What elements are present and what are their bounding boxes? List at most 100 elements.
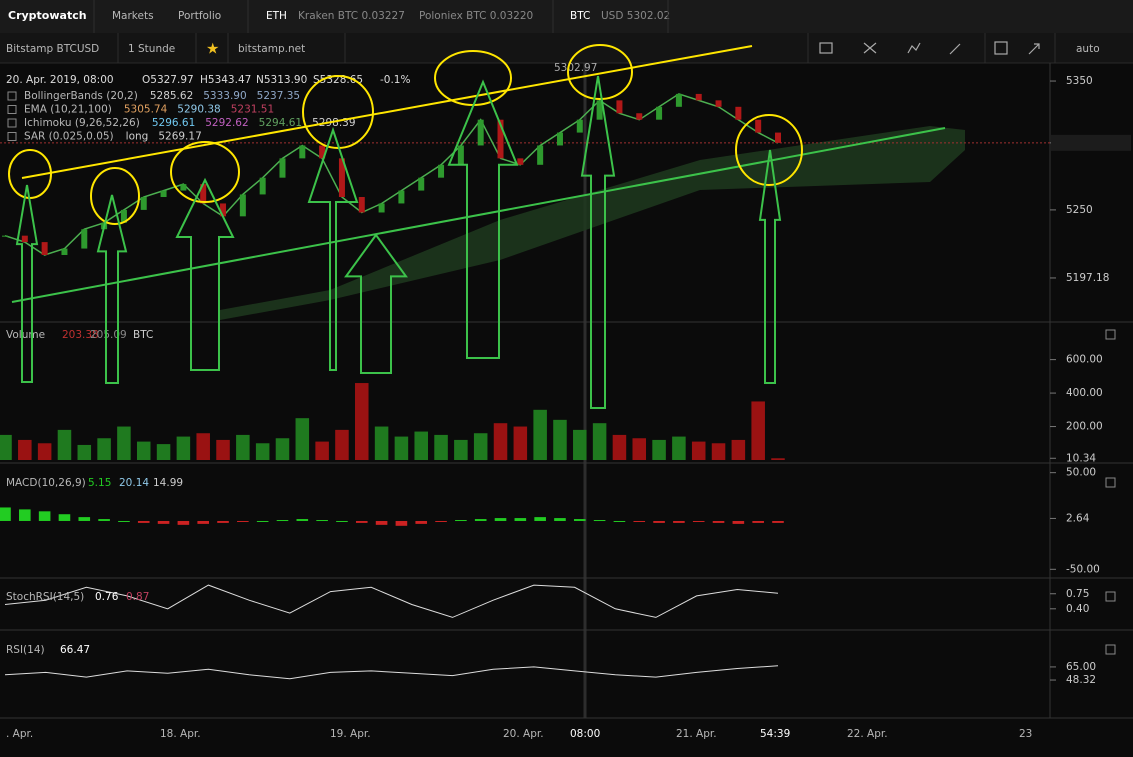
macd-bar <box>375 520 388 525</box>
macd-bar <box>58 514 71 521</box>
volume-bar <box>18 439 32 460</box>
close-button[interactable] <box>1105 477 1116 488</box>
ohlc-date: 20. Apr. 2019, 08:00 <box>6 74 114 86</box>
ohlc-value: O5327.97 <box>142 74 194 86</box>
macd-bar <box>19 509 31 521</box>
stochrsi-line <box>4 584 779 618</box>
legend-value: 203.38 <box>62 329 99 341</box>
macd-bar <box>0 507 11 521</box>
candle <box>517 158 524 165</box>
volume-bar <box>493 423 508 460</box>
last-price-tag <box>1051 134 1131 151</box>
macd-bar <box>217 520 229 523</box>
trend-line <box>21 45 753 179</box>
volume-bar <box>414 431 428 460</box>
candle <box>220 203 227 217</box>
volume-bar <box>771 458 785 460</box>
indicator-toggle[interactable] <box>7 91 17 101</box>
highlight-circle <box>567 44 633 100</box>
macd-bar <box>296 519 309 521</box>
candle <box>140 197 147 210</box>
macd-bar <box>772 520 784 523</box>
chart-type-icon[interactable] <box>819 42 833 54</box>
ticker-quote[interactable]: USD 5302.02 <box>601 10 670 22</box>
macd-bar <box>494 518 507 521</box>
indicator-toggle[interactable] <box>7 105 17 114</box>
x-tick-label: . Apr. <box>6 728 33 740</box>
y-tick-label: 600.00 <box>1066 354 1103 366</box>
macd-bar <box>98 519 110 521</box>
macd-bar <box>256 520 269 522</box>
volume-bar <box>731 439 746 460</box>
arrow <box>307 126 359 371</box>
tools-icon[interactable] <box>863 42 877 54</box>
y-tick-label: -50.00 <box>1066 563 1100 575</box>
source-link[interactable]: bitstamp.net <box>238 43 305 55</box>
x-tick-label: 18. Apr. <box>160 728 201 740</box>
high-label: 5302.97 <box>554 62 597 74</box>
candle <box>497 119 504 159</box>
volume-bar <box>573 429 587 460</box>
close-button[interactable] <box>1105 591 1116 602</box>
legend-value: 5.15 <box>88 477 111 489</box>
interval-select[interactable]: 1 Stunde <box>128 43 175 55</box>
rsi-line <box>4 665 779 680</box>
brand[interactable]: Cryptowatch <box>8 9 87 22</box>
close-button[interactable] <box>1105 329 1116 340</box>
screenshot-icon[interactable] <box>994 41 1008 55</box>
fullscreen-icon[interactable] <box>1028 43 1040 55</box>
volume-bar <box>315 441 329 460</box>
x-tick-label: 19. Apr. <box>330 728 371 740</box>
macd-bar <box>712 520 725 523</box>
macd-bar <box>316 520 328 522</box>
x-tick-label: 20. Apr. <box>503 728 544 740</box>
indicator-value: 5305.74 <box>124 104 168 116</box>
ticker-asset[interactable]: BTC <box>570 10 590 22</box>
x-tick-label: 21. Apr. <box>676 728 717 740</box>
macd-bar <box>415 520 428 524</box>
indicator-icon[interactable] <box>907 42 921 54</box>
ohlc-value: S5328.65 <box>313 74 363 86</box>
y-tick-label: 10.34 <box>1066 452 1096 464</box>
volume-bar <box>255 443 270 460</box>
arrow <box>96 194 128 384</box>
macd-bar <box>474 519 487 521</box>
price-line <box>4 93 779 256</box>
candle <box>636 113 643 120</box>
candle <box>735 106 742 120</box>
x-tick-label: 22. Apr. <box>847 728 888 740</box>
ticker-quote[interactable]: Kraken BTC 0.03227 <box>298 10 405 22</box>
candle <box>338 158 345 198</box>
volume-bar <box>473 433 488 460</box>
volume-bar <box>434 434 448 460</box>
candle <box>160 190 167 198</box>
indicator-toggle[interactable] <box>7 132 17 141</box>
candle <box>438 164 445 178</box>
nav-link[interactable]: Markets <box>112 10 154 22</box>
volume-bar <box>632 438 647 460</box>
volume-bar <box>612 434 627 460</box>
draw-icon[interactable] <box>949 43 961 55</box>
arrow <box>15 184 39 383</box>
indicator-value: 5296.61 <box>152 117 195 129</box>
candle <box>457 145 464 165</box>
candle <box>656 106 663 120</box>
volume-bar <box>513 426 528 460</box>
scale-select[interactable]: auto <box>1076 43 1100 55</box>
nav-link[interactable]: Portfolio <box>178 10 221 22</box>
favorite-star[interactable]: ★ <box>206 40 219 58</box>
macd-bar <box>395 520 408 526</box>
highlight-circle <box>170 141 240 203</box>
ticker-asset[interactable]: ETH <box>266 10 287 22</box>
ticker-quote[interactable]: Poloniex BTC 0.03220 <box>419 10 533 22</box>
y-tick-label: 48.32 <box>1066 674 1096 686</box>
market-select[interactable]: Bitstamp BTCUSD <box>6 43 99 55</box>
highlight-circle <box>302 75 374 149</box>
volume-bar <box>97 438 111 460</box>
indicator-name: Ichimoku (9,26,52,26) <box>24 117 140 129</box>
indicator-toggle[interactable] <box>7 118 17 128</box>
volume-bar <box>77 444 92 460</box>
close-button[interactable] <box>1105 644 1116 655</box>
